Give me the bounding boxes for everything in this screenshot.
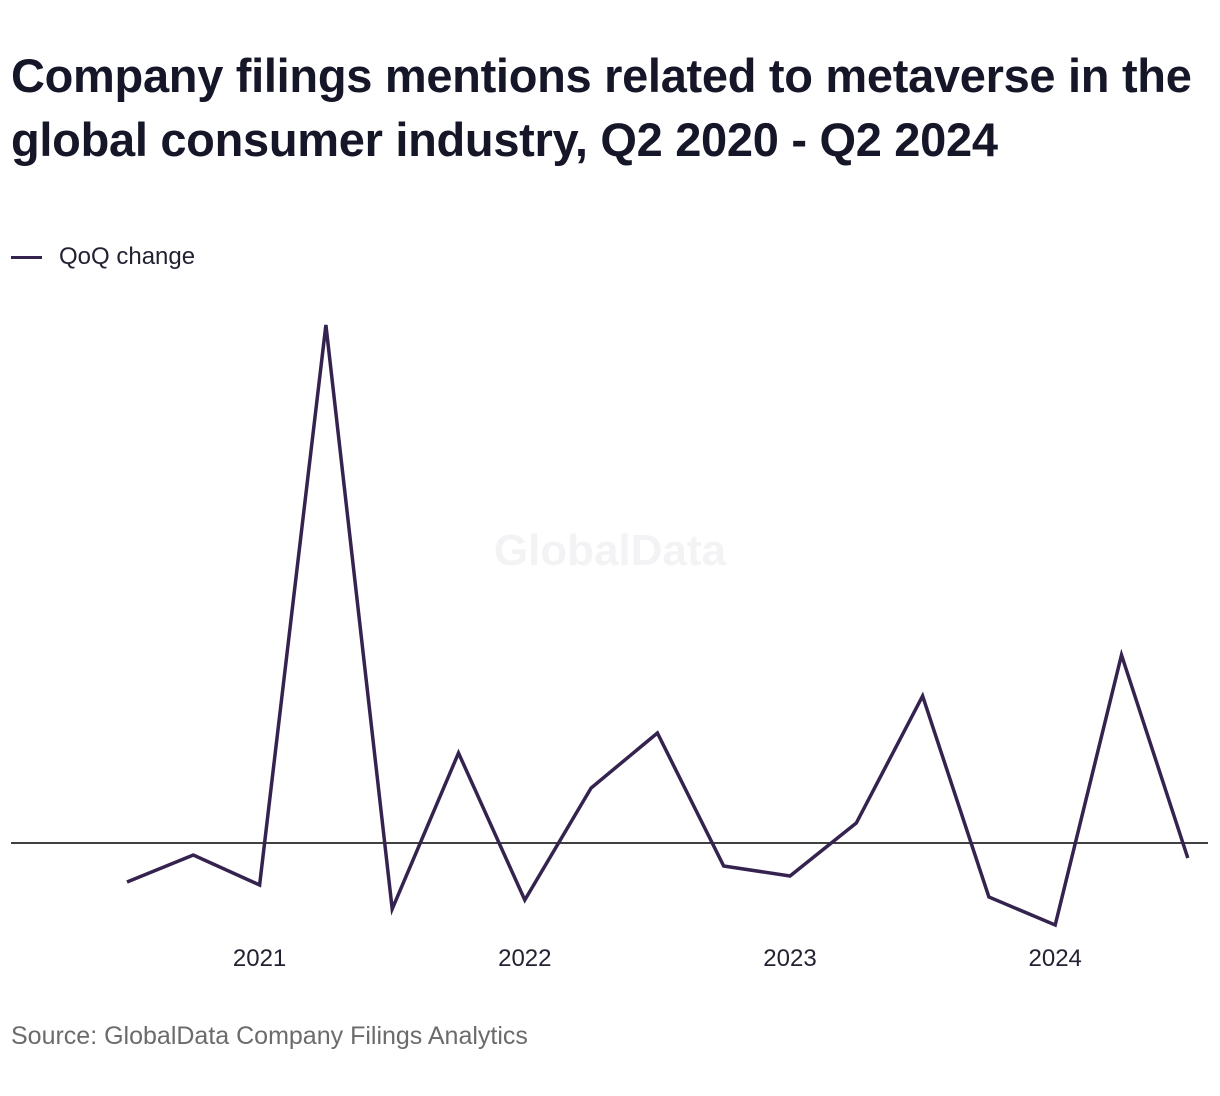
legend-swatch-qoq-change	[11, 255, 42, 259]
x-tick-label-2024: 2024	[1029, 945, 1082, 972]
x-tick-label-2023: 2023	[763, 945, 816, 972]
legend-label-qoq-change: QoQ change	[59, 243, 196, 270]
line-chart: GlobalData 2021 2022 2023 2024	[11, 324, 1208, 972]
x-tick-label-2021: 2021	[233, 945, 286, 972]
watermark-text: GlobalData	[494, 526, 727, 575]
source-note: Source: GlobalData Company Filings Analy…	[11, 1022, 528, 1050]
x-tick-label-2022: 2022	[498, 945, 551, 972]
series-line-qoq-change	[126, 324, 1190, 928]
chart-title: Company filings mentions related to meta…	[11, 49, 1192, 166]
legend: QoQ change	[11, 242, 195, 272]
